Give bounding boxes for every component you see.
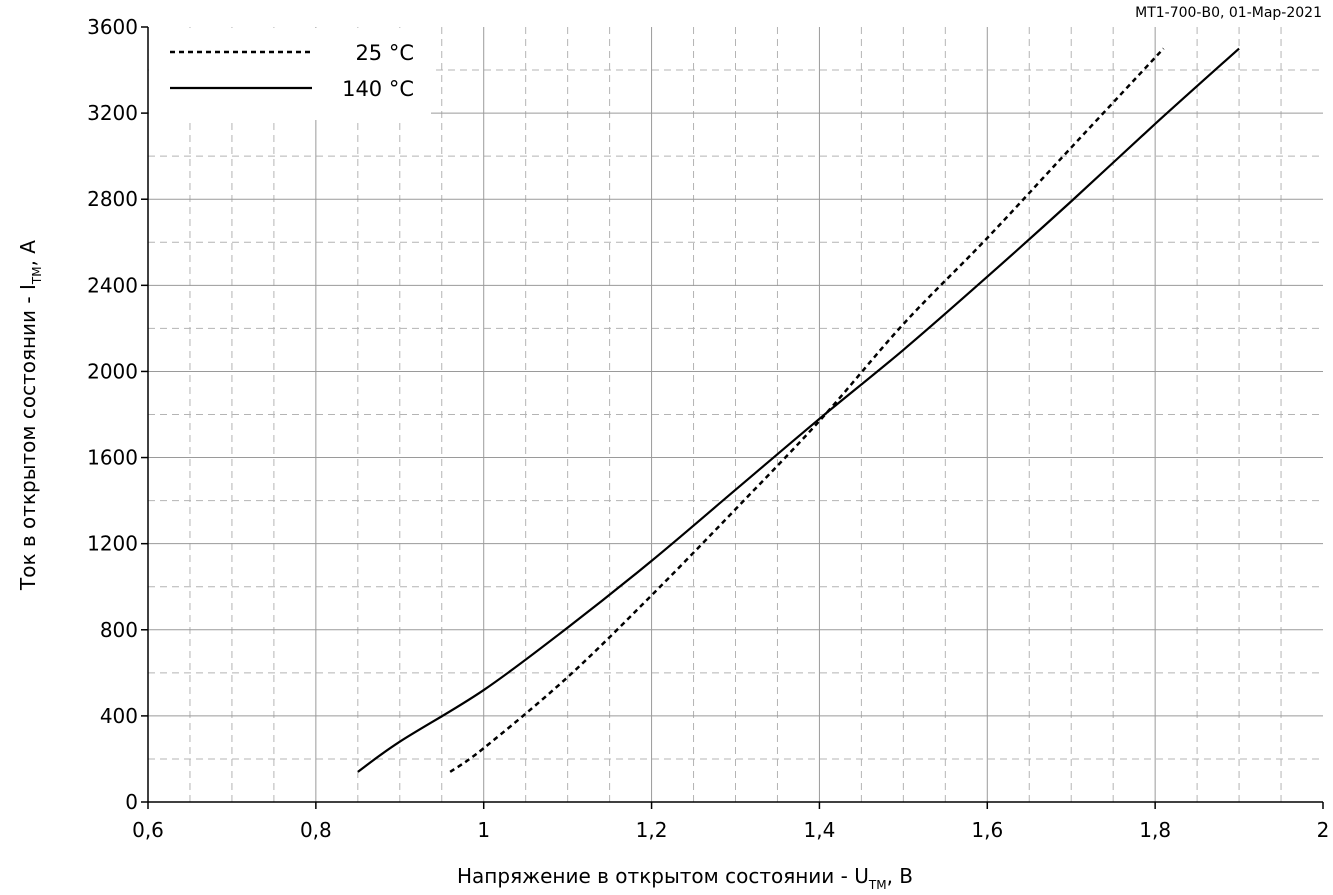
y-axis-title-tail: , А [16,240,40,267]
x-axis-title-tail: , В [887,864,913,888]
y-tick-label: 2000 [87,359,138,383]
x-tick-label: 1,4 [804,818,836,842]
y-tick-label: 1200 [87,532,138,556]
y-tick-label: 2400 [87,273,138,297]
y-tick-label: 3600 [87,15,138,39]
x-axis-title: Напряжение в открытом состоянии - UТМ, В [457,864,913,892]
labels: 0,6 0,8 1 1,2 1,4 1,6 1,8 2 0 400 800 1200 1600 2000 2… [87,15,1329,842]
y-tick-label: 0 [125,790,138,814]
chart-annotation: МТ1-700-В0, 01-Мар-2021 [1135,5,1322,21]
x-tick-label: 1 [477,818,490,842]
grid [148,27,1323,802]
series-layer [357,47,1240,773]
x-tick-label: 0,8 [300,818,332,842]
y-axis-title-main: Ток в открытом состоянии - I [16,284,40,591]
x-tick-label: 0,6 [132,818,164,842]
x-tick-label: 1,6 [971,818,1003,842]
series-line-0 [449,47,1165,773]
y-axis-title: Ток в открытом состоянии - IТМ, А [16,240,44,591]
series-line-1 [357,47,1240,773]
y-tick-label: 2800 [87,187,138,211]
x-axis-title-sub: ТМ [868,878,887,892]
x-tick-label: 1,2 [636,818,668,842]
y-axis-title-sub: ТМ [30,266,44,285]
y-tick-label: 1600 [87,446,138,470]
legend: 25 °C 140 °C [149,28,431,120]
y-tick-label: 800 [100,618,138,642]
legend-box [149,28,431,120]
legend-label-0: 25 °C [355,41,414,65]
x-tick-label: 2 [1317,818,1330,842]
x-tick-label: 1,8 [1139,818,1171,842]
x-axis-title-main: Напряжение в открытом состоянии - U [457,864,869,888]
axes [141,26,1324,809]
y-tick-label: 3200 [87,101,138,125]
legend-label-1: 140 °C [342,77,414,101]
y-tick-label: 400 [100,704,138,728]
